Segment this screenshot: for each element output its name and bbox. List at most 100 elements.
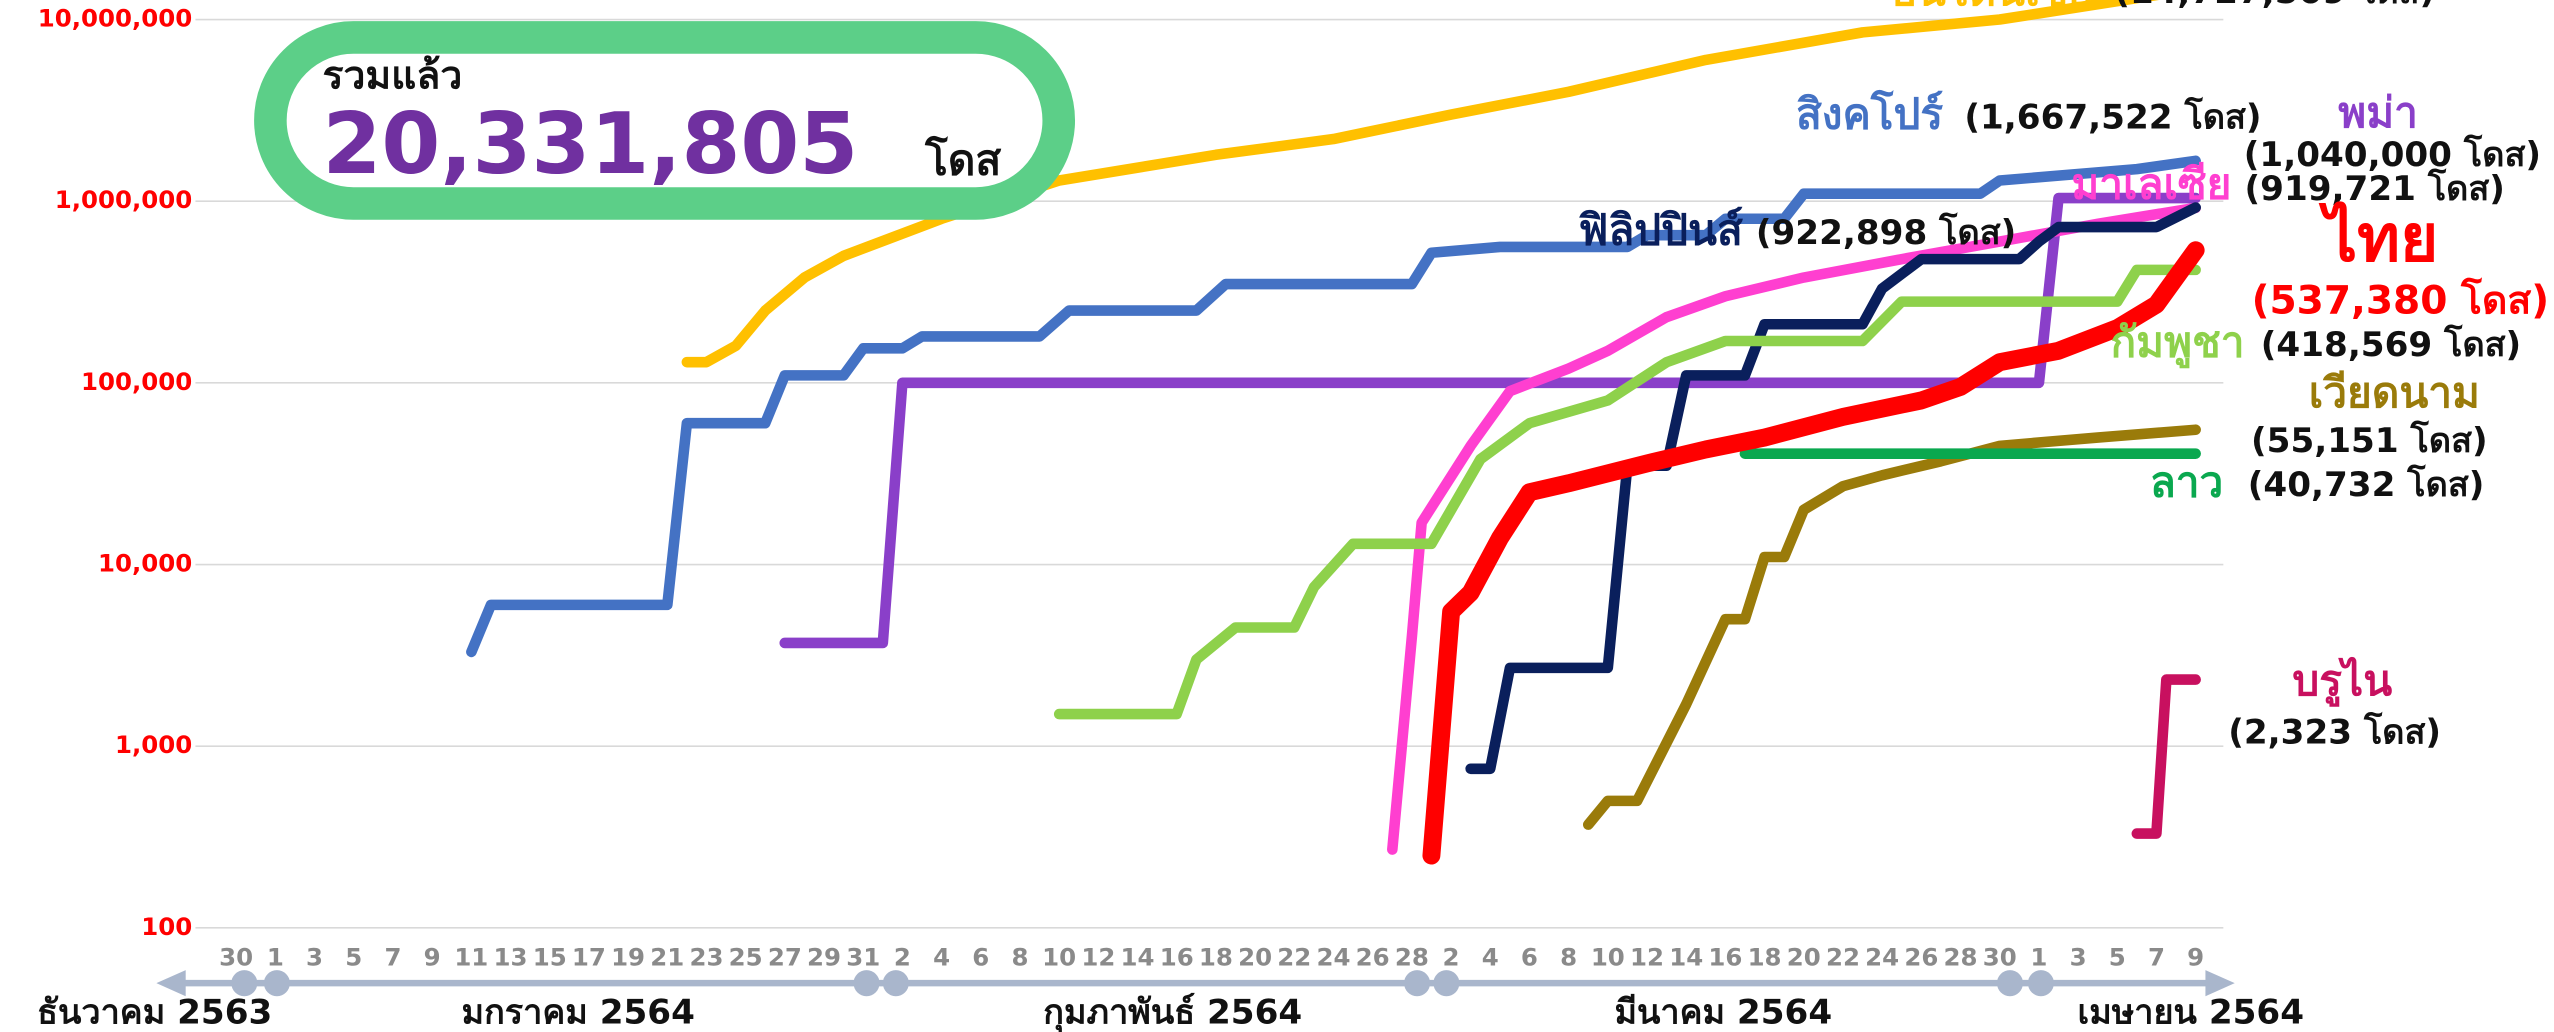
x-tick-label: 7: [384, 943, 401, 972]
series-total: (55,151 โดส): [2251, 420, 2488, 461]
series-name: มาเลเซีย: [2071, 160, 2231, 209]
series-total: (2,323 โดส): [2228, 712, 2441, 753]
y-tick-label: 100: [141, 912, 192, 941]
x-tick-label: 9: [2187, 943, 2204, 972]
x-tick-label: 23: [689, 943, 723, 972]
x-tick-label: 30: [219, 943, 253, 972]
x-tick-label: 13: [494, 943, 528, 972]
y-tick-label: 10,000,000: [38, 4, 192, 33]
series-name: สิงคโปร์: [1796, 89, 1943, 139]
series-line: [1387, 202, 2201, 855]
total-title: รวมแล้ว: [323, 54, 463, 99]
x-tick-label: 16: [1160, 943, 1194, 972]
x-tick-label: 6: [972, 943, 989, 972]
month-dot: [1996, 970, 2024, 997]
x-tick-label: 11: [454, 943, 488, 972]
y-tick-label: 100,000: [81, 367, 192, 396]
month-label: มีนาคม 2564: [1614, 993, 1832, 1032]
month-dot: [1433, 970, 1460, 997]
x-tick-label: 4: [933, 943, 950, 972]
x-tick-label: 22: [1277, 943, 1311, 972]
x-tick-label: 22: [1826, 943, 1860, 972]
series-name: อินโดนีเซีย: [1891, 0, 2093, 15]
x-tick-label: 9: [424, 943, 441, 972]
month-dot: [263, 970, 290, 997]
x-tick-label: 3: [2070, 943, 2087, 972]
month-dot: [231, 970, 258, 997]
series-line: [1053, 264, 2201, 720]
x-tick-label: 17: [572, 943, 606, 972]
x-tick-label: 6: [1521, 943, 1538, 972]
x-tick-label: 21: [650, 943, 684, 972]
x-tick-label: 5: [2109, 943, 2126, 972]
series-line: [1465, 202, 2201, 775]
month-label: เมษายน 2564: [2078, 993, 2304, 1032]
x-tick-label: 4: [1482, 943, 1499, 972]
total-ring: [254, 21, 1076, 220]
series-total: (537,380 โดส): [2252, 276, 2550, 323]
x-tick-label: 14: [1121, 943, 1155, 972]
x-tick-label: 3: [306, 943, 323, 972]
x-tick-label: 10: [1591, 943, 1625, 972]
total-value: 20,331,805: [323, 94, 859, 193]
x-axis-arrow: [156, 970, 2235, 997]
series-name: พม่า: [2338, 88, 2418, 137]
x-tick-label: 14: [1669, 943, 1703, 972]
x-tick-label: 24: [1865, 943, 1899, 972]
x-tick-label: 28: [1395, 943, 1429, 972]
x-tick-label: 10: [1042, 943, 1076, 972]
x-tick-label: 1: [2030, 943, 2047, 972]
series-name: กัมพูชา: [2111, 318, 2245, 369]
x-tick-label: 18: [1748, 943, 1782, 972]
x-tick-label: 16: [1708, 943, 1742, 972]
x-tick-label: 28: [1944, 943, 1978, 972]
series-total: (40,732 โดส): [2248, 464, 2485, 505]
series-line: [1582, 424, 2201, 830]
series-total: (922,898 โดส): [1756, 212, 2016, 253]
series-total: (418,569 โดส): [2261, 324, 2521, 365]
series-total: (14,727,509 โดส): [2114, 0, 2435, 12]
y-tick-label: 1,000,000: [55, 185, 192, 214]
x-tick-label: 29: [807, 943, 841, 972]
x-tick-label: 30: [1983, 943, 2017, 972]
x-tick-label: 7: [2148, 943, 2165, 972]
series-line: [1422, 241, 2205, 865]
x-tick-label: 15: [533, 943, 567, 972]
x-tick-label: 26: [1904, 943, 1938, 972]
series-total: (1,040,000 โดส): [2244, 134, 2541, 175]
month-dot: [1404, 970, 1431, 997]
labels: อินโดนีเซีย (14,727,509 โดส) สิงคโปร์ (1,66…: [1578, 0, 2549, 753]
x-tick-label: 12: [1081, 943, 1115, 972]
series-name: บรูไน: [2292, 656, 2392, 707]
x-tick-label: 27: [768, 943, 802, 972]
x-tick-label: 20: [1238, 943, 1272, 972]
month-label: ธันวาคม 2563: [37, 993, 272, 1032]
arrow-head: [2205, 970, 2235, 997]
x-tick-label: 20: [1787, 943, 1821, 972]
series-line: [681, 0, 2160, 368]
arrow-head: [156, 970, 186, 997]
series-name: ฟิลิปปินส์: [1578, 205, 1743, 254]
total-unit: โดส: [924, 134, 1001, 184]
x-tick-label: 31: [846, 943, 880, 972]
series-line: [2131, 674, 2201, 839]
x-tick-label: 12: [1630, 943, 1664, 972]
y-tick-label: 1,000: [115, 730, 192, 759]
x-tick-label: 1: [267, 943, 284, 972]
series-total: (919,721 โดส): [2245, 168, 2505, 209]
x-tick-label: 8: [1011, 943, 1028, 972]
y-tick-label: 10,000: [98, 549, 192, 578]
lines: [466, 0, 2205, 865]
month-dot: [2027, 970, 2054, 997]
x-tick-label: 8: [1560, 943, 1577, 972]
series-line: [466, 155, 2201, 658]
x-tick-label: 2: [894, 943, 911, 972]
series-line: [779, 192, 2201, 649]
x-tick-label: 19: [611, 943, 645, 972]
x-tick-label: 5: [345, 943, 362, 972]
x-tick-label: 18: [1199, 943, 1233, 972]
series-name: ลาว: [2150, 458, 2224, 507]
month-label: มกราคม 2564: [462, 993, 695, 1032]
